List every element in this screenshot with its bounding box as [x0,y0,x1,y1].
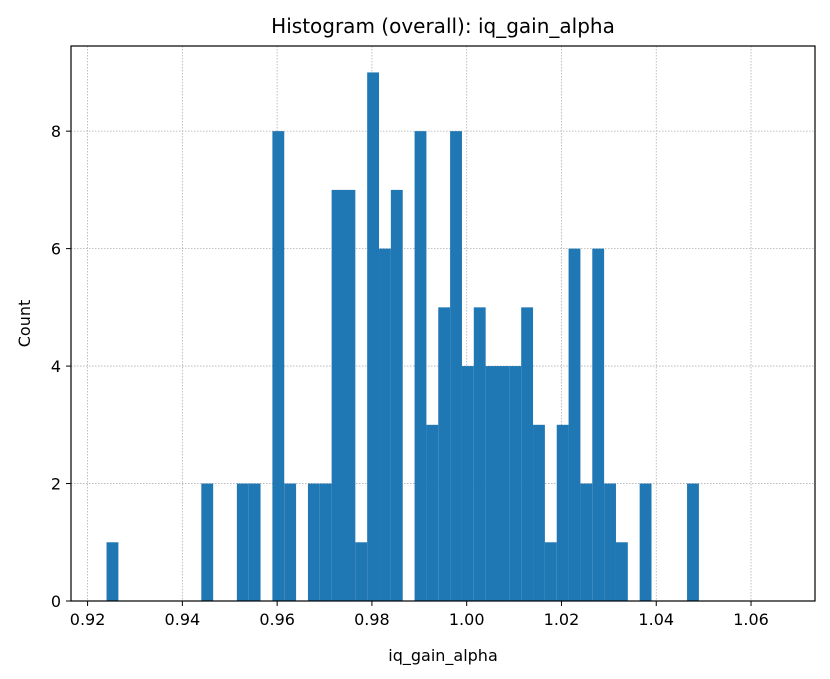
histogram-bar [272,131,285,601]
histogram-bar [390,189,403,601]
histogram-bar [580,483,593,601]
histogram-bar [615,542,628,601]
histogram-bar [414,131,427,601]
histogram-bar [604,483,616,601]
histogram-bar [461,366,474,601]
histogram-bars [106,72,699,601]
histogram-bar [367,72,380,601]
histogram-bar [236,483,249,601]
histogram-bar [450,131,462,601]
histogram-bar [592,248,605,601]
histogram-bar [426,424,439,601]
histogram-bar [485,366,498,601]
x-tick-label: 0.92 [70,610,106,629]
histogram-bar [533,424,545,601]
y-tick-label: 2 [51,475,61,494]
x-axis-label: iq_gain_alpha [388,646,498,666]
x-tick-label: 1.06 [733,610,769,629]
y-tick-label: 4 [51,357,61,376]
y-tick-label: 8 [51,122,61,141]
histogram-bar [379,248,391,601]
x-tick-label: 0.96 [259,610,295,629]
x-axis-ticks: 0.92 0.94 0.96 0.98 1.00 1.02 1.04 1.06 [70,601,769,629]
x-tick-label: 1.04 [638,610,674,629]
y-axis-label: Count [15,300,34,348]
histogram-bar [355,542,368,601]
histogram-bar [497,366,510,601]
histogram-bar [438,307,451,601]
histogram-bar [343,189,356,601]
histogram-bar [331,189,344,601]
histogram-bar [639,483,652,601]
x-tick-label: 1.00 [449,610,485,629]
x-tick-label: 1.02 [544,610,580,629]
y-tick-label: 0 [51,592,61,611]
histogram-bar [568,248,581,601]
histogram-bar [248,483,261,601]
histogram-bar [544,542,557,601]
histogram-bar [473,307,486,601]
histogram-bar [284,483,297,601]
y-axis-ticks: 0 2 4 6 8 [51,122,71,611]
y-tick-label: 6 [51,240,61,259]
histogram-bar [319,483,332,601]
histogram-bar [106,542,119,601]
histogram-bar [307,483,320,601]
histogram-bar [521,307,534,601]
histogram-bar [509,366,522,601]
histogram-bar [687,483,699,601]
histogram-bar [201,483,214,601]
histogram-bar [556,424,569,601]
chart-title: Histogram (overall): iq_gain_alpha [271,14,615,38]
x-tick-label: 0.94 [165,610,201,629]
plot-frame [70,45,816,602]
x-tick-label: 0.98 [354,610,390,629]
